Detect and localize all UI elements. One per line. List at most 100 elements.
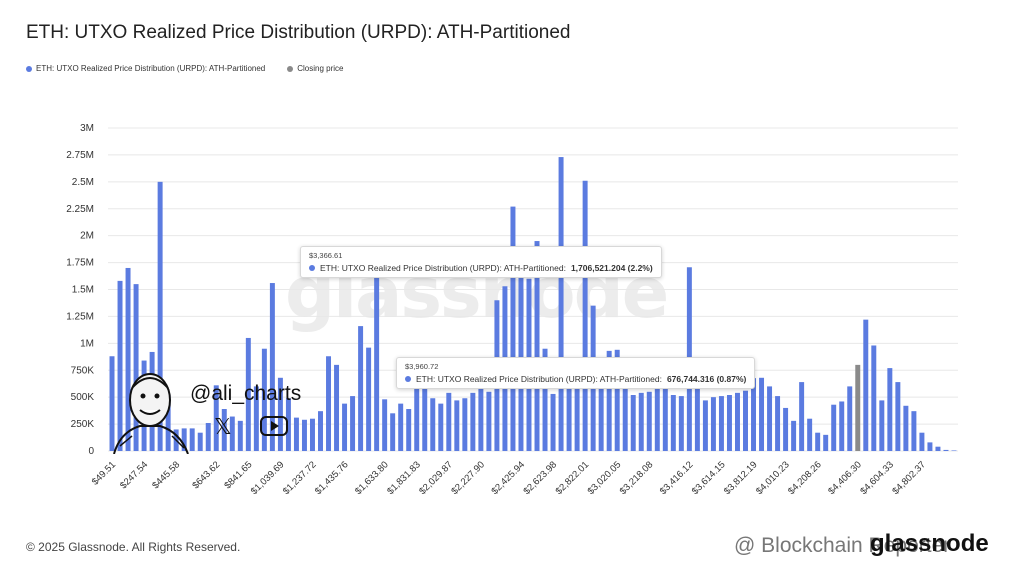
urpd-bar[interactable] <box>157 181 163 452</box>
urpd-bar[interactable] <box>783 407 789 451</box>
legend-item-urpd[interactable]: ETH: UTXO Realized Price Distribution (U… <box>26 64 265 73</box>
urpd-bar[interactable] <box>478 381 484 451</box>
urpd-bar[interactable] <box>205 423 211 451</box>
urpd-bar[interactable] <box>133 284 139 451</box>
urpd-bar[interactable] <box>221 409 227 451</box>
urpd-bar[interactable] <box>181 428 187 451</box>
urpd-bar[interactable] <box>734 392 740 451</box>
urpd-bar[interactable] <box>646 391 652 451</box>
urpd-bar[interactable] <box>815 432 821 451</box>
urpd-bar[interactable] <box>189 428 195 451</box>
urpd-bar[interactable] <box>326 356 332 451</box>
urpd-bar[interactable] <box>638 392 644 451</box>
urpd-bar[interactable] <box>919 432 925 451</box>
urpd-bar[interactable] <box>109 356 115 451</box>
closing-price-bar[interactable] <box>855 364 861 451</box>
urpd-bar[interactable] <box>454 400 460 451</box>
urpd-bar[interactable] <box>566 385 572 451</box>
urpd-bar[interactable] <box>799 382 805 451</box>
urpd-bar[interactable] <box>398 403 404 451</box>
urpd-bar[interactable] <box>229 416 235 451</box>
urpd-bar[interactable] <box>630 395 636 451</box>
urpd-bar[interactable] <box>125 267 131 451</box>
urpd-bar[interactable] <box>927 442 933 451</box>
urpd-bar[interactable] <box>165 395 171 451</box>
urpd-bar[interactable] <box>574 387 580 451</box>
urpd-bar[interactable] <box>486 391 492 451</box>
urpd-bar[interactable] <box>358 326 364 451</box>
legend-item-closing-price[interactable]: Closing price <box>287 64 344 73</box>
urpd-bar[interactable] <box>550 393 556 451</box>
urpd-bar[interactable] <box>430 398 436 451</box>
urpd-bar[interactable] <box>702 400 708 451</box>
urpd-bar[interactable] <box>831 404 837 451</box>
urpd-bar[interactable] <box>951 450 957 451</box>
urpd-bar[interactable] <box>382 399 388 451</box>
urpd-bar[interactable] <box>694 386 700 451</box>
urpd-bar[interactable] <box>935 446 941 451</box>
urpd-bar[interactable] <box>871 345 877 451</box>
urpd-bar[interactable] <box>470 392 476 451</box>
urpd-bar[interactable] <box>807 418 813 451</box>
urpd-bar[interactable] <box>943 449 949 451</box>
urpd-bar[interactable] <box>823 434 829 451</box>
urpd-bar[interactable] <box>446 392 452 451</box>
urpd-bar[interactable] <box>743 390 748 451</box>
urpd-bar[interactable] <box>879 400 885 451</box>
urpd-bar[interactable] <box>911 411 917 451</box>
urpd-bar[interactable] <box>718 396 724 451</box>
urpd-bar[interactable] <box>895 382 901 451</box>
urpd-bar[interactable] <box>847 386 853 451</box>
urpd-bar[interactable] <box>374 267 380 451</box>
urpd-bar[interactable] <box>726 395 732 451</box>
urpd-bar[interactable] <box>334 364 340 451</box>
urpd-bar[interactable] <box>622 364 628 451</box>
urpd-bar[interactable] <box>654 388 660 451</box>
urpd-bar[interactable] <box>301 419 307 451</box>
urpd-bar[interactable] <box>775 396 781 451</box>
urpd-bar[interactable] <box>887 368 893 451</box>
urpd-bar[interactable] <box>285 398 291 451</box>
tooltip-series-label: ETH: UTXO Realized Price Distribution (U… <box>416 374 662 384</box>
urpd-bar[interactable] <box>237 420 243 451</box>
urpd-bar[interactable] <box>606 350 612 451</box>
urpd-bar[interactable] <box>462 398 468 451</box>
urpd-bar[interactable] <box>534 241 540 451</box>
urpd-bar[interactable] <box>261 348 267 451</box>
urpd-bar[interactable] <box>614 349 620 451</box>
urpd-bar[interactable] <box>309 418 315 451</box>
urpd-bar[interactable] <box>542 348 548 451</box>
urpd-bar[interactable] <box>390 413 396 451</box>
urpd-bar[interactable] <box>903 405 909 451</box>
urpd-bar[interactable] <box>197 432 203 451</box>
urpd-bar[interactable] <box>213 385 219 451</box>
urpd-bar[interactable] <box>582 180 588 452</box>
urpd-bar[interactable] <box>767 386 773 451</box>
urpd-bar[interactable] <box>342 403 348 451</box>
urpd-bar[interactable] <box>791 420 797 451</box>
urpd-bar[interactable] <box>422 367 428 451</box>
urpd-bar[interactable] <box>438 403 444 451</box>
urpd-bar[interactable] <box>245 337 251 451</box>
urpd-bar[interactable] <box>670 395 676 451</box>
urpd-bar[interactable] <box>863 319 869 451</box>
urpd-bar[interactable] <box>269 283 275 451</box>
urpd-bar[interactable] <box>406 409 412 451</box>
urpd-bar[interactable] <box>318 411 323 451</box>
urpd-bar[interactable] <box>277 377 283 451</box>
urpd-bar[interactable] <box>751 378 757 451</box>
urpd-bar[interactable] <box>366 347 372 451</box>
urpd-bar[interactable] <box>759 377 765 451</box>
urpd-bar[interactable] <box>117 280 123 451</box>
urpd-bar[interactable] <box>598 357 604 451</box>
urpd-bar[interactable] <box>662 386 668 451</box>
urpd-bar[interactable] <box>293 417 299 451</box>
urpd-bar[interactable] <box>839 401 845 451</box>
urpd-bar[interactable] <box>510 206 516 451</box>
urpd-bar[interactable] <box>678 396 684 451</box>
urpd-bar[interactable] <box>558 157 564 451</box>
urpd-bar[interactable] <box>253 386 259 451</box>
urpd-bar[interactable] <box>350 396 356 451</box>
urpd-bar[interactable] <box>414 369 420 451</box>
urpd-bar[interactable] <box>710 397 716 451</box>
